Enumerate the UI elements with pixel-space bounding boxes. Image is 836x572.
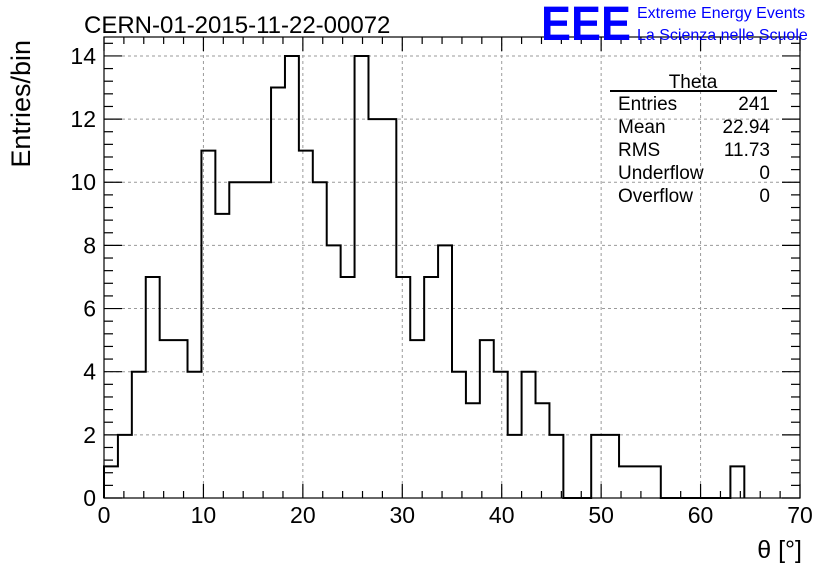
stats-row-label: Mean xyxy=(618,117,666,138)
x-tick-label: 50 xyxy=(588,502,614,528)
axis-ticks xyxy=(103,37,801,499)
histogram-line xyxy=(103,54,746,499)
x-tick-label: 30 xyxy=(389,502,415,528)
eee-logo: EEE Extreme Energy Events La Scienza nel… xyxy=(541,0,808,51)
y-tick-label: 4 xyxy=(83,359,96,385)
chart-title: CERN-01-2015-11-22-00072 xyxy=(84,12,390,39)
stats-row-value: 241 xyxy=(738,94,770,115)
plot-frame xyxy=(103,36,801,499)
x-tick-label: 0 xyxy=(98,502,111,528)
stats-row-label: Entries xyxy=(618,94,677,115)
y-tick-label: 10 xyxy=(70,169,96,195)
y-axis-label: Entries/bin xyxy=(6,40,36,168)
logo-mark: EEE xyxy=(541,0,631,51)
stats-row-label: Overflow xyxy=(618,186,693,207)
stats-row-value: 0 xyxy=(759,163,770,184)
x-axis-label: θ [°] xyxy=(757,536,802,564)
y-tick-label: 6 xyxy=(83,296,96,322)
y-tick-label: 14 xyxy=(70,43,96,69)
stats-row-value: 11.73 xyxy=(724,140,770,161)
x-tick-label: 20 xyxy=(290,502,316,528)
stats-row-value: 22.94 xyxy=(722,117,770,138)
y-tick-label: 12 xyxy=(70,106,96,132)
stats-row-value: 0 xyxy=(759,186,770,207)
x-tick-label: 60 xyxy=(688,502,714,528)
stats-row-label: RMS xyxy=(618,140,660,161)
y-tick-label: 0 xyxy=(83,485,96,511)
x-tick-label: 40 xyxy=(489,502,515,528)
stats-box-title: Theta xyxy=(669,72,718,93)
x-tick-label: 10 xyxy=(191,502,217,528)
stats-row-label: Underflow xyxy=(618,163,704,184)
y-tick-label: 8 xyxy=(83,232,96,258)
y-tick-label: 2 xyxy=(83,422,96,448)
logo-line1: Extreme Energy Events xyxy=(637,5,805,22)
x-tick-label: 70 xyxy=(787,502,813,528)
logo-line2: La Scienza nelle Scuole xyxy=(637,27,808,44)
axis-tick-labels: 0 10 20 30 40 50 60 70 0 2 4 6 8 10 12 14 xyxy=(70,43,812,528)
stats-box: Theta Entries 241 Mean 22.94 RMS 11.73 Underfl… xyxy=(610,72,777,207)
